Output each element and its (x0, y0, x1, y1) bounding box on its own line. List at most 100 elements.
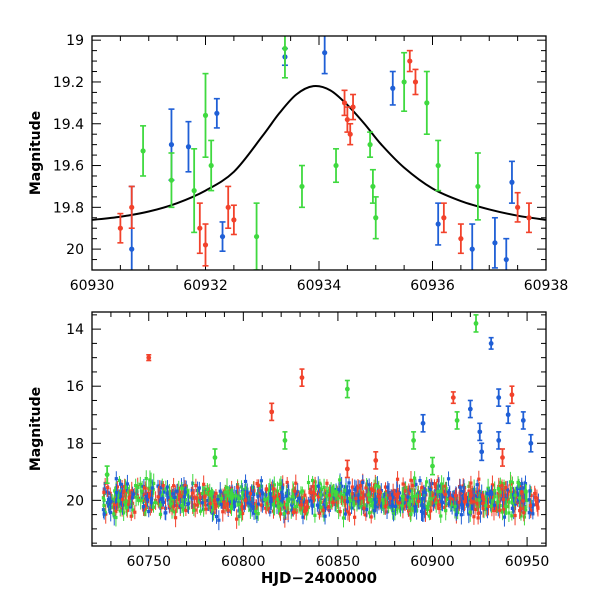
cloud-point (198, 492, 202, 503)
data-point-red (299, 368, 305, 387)
cloud-point (365, 501, 369, 518)
cloud-point (458, 479, 462, 496)
cloud-point (219, 494, 224, 503)
cloud-point (102, 487, 106, 497)
cloud-point (122, 485, 126, 498)
cloud-point (453, 490, 458, 501)
cloud-point (195, 495, 199, 515)
cloud-point (319, 487, 323, 503)
data-point-green (83, 86, 89, 178)
cloud-point (410, 489, 415, 504)
data-point-red (499, 448, 505, 467)
cloud-point (463, 486, 467, 506)
cloud-point (352, 495, 356, 511)
cloud-point (248, 486, 253, 501)
cloud-point (202, 502, 206, 517)
cloud-point (519, 501, 523, 516)
cloud-point (119, 492, 123, 506)
cloud-point (170, 496, 174, 512)
cloud-point (112, 509, 116, 519)
cloud-point (230, 488, 234, 508)
cloud-point (353, 479, 357, 500)
cloud-point (254, 503, 258, 520)
cloud-point (118, 505, 122, 517)
data-point-blue (496, 431, 502, 450)
cloud-point (384, 491, 388, 505)
cloud-point (513, 505, 517, 526)
top-axis-ticks (91, 36, 547, 271)
cloud-point (325, 479, 329, 488)
data-point-green (212, 448, 218, 467)
data-point-green (208, 139, 215, 192)
cloud-point (389, 499, 393, 510)
x-tick-label: 60850 (316, 554, 361, 570)
cloud-point (280, 485, 284, 505)
cloud-point (343, 508, 347, 520)
cloud-point (356, 493, 360, 507)
cloud-point (505, 480, 509, 499)
cloud-point (286, 505, 290, 521)
cloud-point (453, 497, 457, 516)
cloud-point (518, 490, 522, 507)
data-point-green (430, 456, 435, 476)
data-point-blue (435, 202, 442, 246)
data-point-red (412, 68, 419, 96)
cloud-point (204, 503, 208, 515)
cloud-point (528, 484, 532, 498)
cloud-point (496, 484, 500, 493)
y-tick-label: 16 (66, 379, 84, 395)
data-point-blue (477, 422, 483, 442)
cloud-point (468, 502, 472, 522)
data-point-green (298, 164, 305, 209)
cloud-point (376, 488, 381, 504)
cloud-point (457, 493, 461, 512)
cloud-point (462, 479, 466, 496)
cloud-point (235, 509, 239, 529)
cloud-point (285, 476, 289, 488)
x-tick-label: 60900 (410, 554, 455, 570)
data-point-red (230, 204, 237, 236)
cloud-point (194, 493, 198, 503)
cloud-point (243, 490, 248, 510)
cloud-point (286, 483, 290, 499)
cloud-point (227, 495, 232, 509)
data-point-red (406, 49, 413, 73)
cloud-point (531, 508, 535, 520)
y-tick-label: 19.6 (53, 159, 84, 175)
cloud-point (252, 506, 256, 520)
y-tick-label: 20 (66, 242, 84, 258)
cloud-point (225, 496, 230, 512)
cloud-point (361, 474, 365, 491)
cloud-point (418, 476, 422, 486)
cloud-point (140, 487, 144, 496)
cloud-point (252, 485, 256, 504)
cloud-point (115, 480, 119, 493)
cloud-point (147, 505, 151, 518)
cloud-point (436, 483, 440, 501)
cloud-point (353, 509, 357, 526)
cloud-point (509, 486, 514, 503)
cloud-point (319, 503, 323, 512)
bottom-x-tick-labels: 60750 60800 60850 60900 60950 (126, 554, 549, 570)
cloud-point (420, 482, 424, 493)
cloud-point (517, 492, 521, 508)
data-point-red (128, 185, 135, 230)
cloud-point (481, 497, 485, 510)
cloud-point (125, 498, 129, 517)
x-tick-label: 60934 (297, 278, 342, 294)
x-tick-label: 60930 (70, 278, 115, 294)
cloud-point (311, 475, 315, 486)
bottom-panel: 60750 60800 60850 60900 60950 14 16 18 20 Magni… (28, 311, 549, 587)
data-point-red (350, 93, 357, 121)
cloud-point (178, 486, 182, 506)
cloud-point (134, 488, 138, 507)
cloud-point (517, 478, 521, 489)
y-tick-label: 14 (66, 322, 84, 338)
cloud-point (113, 486, 117, 496)
data-point-blue (479, 442, 485, 462)
cloud-point (485, 498, 490, 519)
cloud-point (484, 496, 488, 515)
cloud-point (498, 502, 502, 519)
cloud-point (200, 495, 204, 511)
data-point-green (367, 131, 374, 158)
